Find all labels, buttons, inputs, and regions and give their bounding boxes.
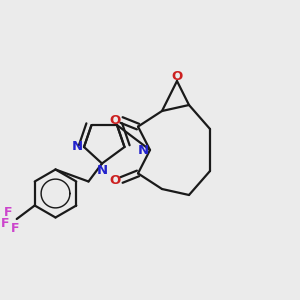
Text: F: F [1, 217, 9, 230]
Text: F: F [11, 221, 20, 235]
Text: O: O [110, 173, 121, 187]
Text: N: N [72, 140, 83, 154]
Text: F: F [4, 206, 13, 220]
Text: N: N [138, 143, 149, 157]
Text: N: N [96, 164, 108, 177]
Text: O: O [171, 70, 183, 83]
Text: O: O [110, 113, 121, 127]
